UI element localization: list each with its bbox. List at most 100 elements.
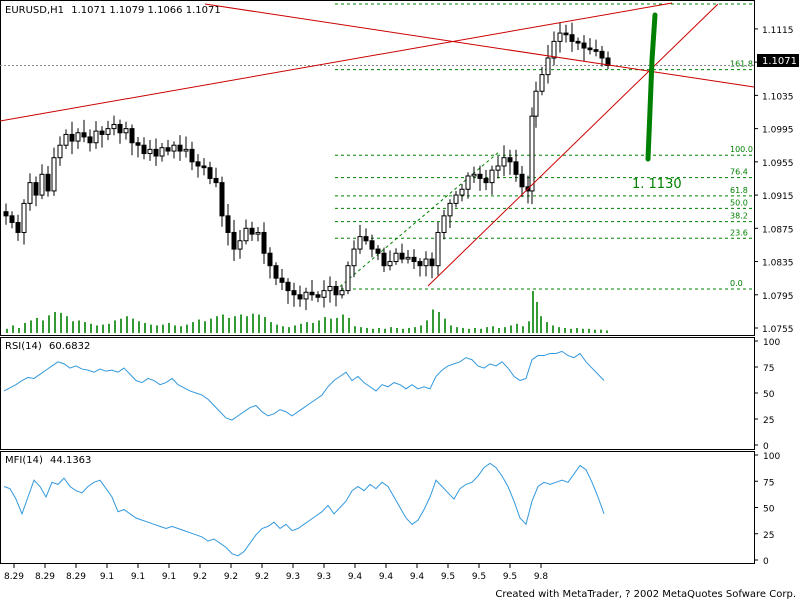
candle-body [495, 165, 501, 171]
candle-body [105, 128, 111, 135]
candle-body [249, 227, 255, 235]
candle-body [309, 291, 315, 296]
candle-body [405, 256, 411, 260]
candle-body [117, 123, 123, 134]
candle-body [333, 285, 339, 296]
candle-body [545, 57, 551, 76]
candle-body [237, 240, 243, 250]
time-tick-label: 9.5 [472, 572, 486, 582]
rsi-line [3, 350, 605, 421]
indicator-tick-label: 25 [763, 416, 774, 426]
candle-body [529, 115, 535, 192]
annotation-marker[interactable] [645, 12, 658, 162]
trendline-support [427, 3, 719, 287]
fibo-level-label: 38.2 [730, 212, 748, 221]
time-tick-label: 8.29 [4, 572, 24, 582]
rsi-pane[interactable] [0, 337, 755, 450]
main-pane[interactable] [0, 0, 755, 336]
candle-body [219, 182, 225, 217]
indicator-tick-label: 100 [763, 452, 780, 462]
candle-body [177, 144, 183, 152]
candle-body [563, 32, 569, 36]
time-tick-label: 9.1 [131, 572, 145, 582]
candle-body [387, 261, 393, 267]
fibonacci-retracement[interactable]: 161.8 100.0 76.4 61.8 50.0 38.2 23.6 0.0 [0, 3, 754, 290]
indicator-tick-label: 0 [763, 557, 769, 567]
candle-body [327, 285, 333, 292]
candle-body [411, 256, 417, 263]
candle-body [279, 277, 285, 283]
candle-body [399, 252, 405, 260]
candle-body [581, 42, 587, 49]
time-tick-label: 9.5 [441, 572, 455, 582]
price-axis: 1.11151.10751.10351.09951.09551.09151.08… [754, 26, 794, 567]
candle-body [201, 165, 207, 169]
candle-body [519, 173, 525, 188]
last-price-label: 1.1071 [762, 56, 797, 67]
indicator-tick-label: 50 [763, 390, 775, 400]
candle-body [195, 161, 201, 167]
indicator-tick-label: 50 [763, 505, 775, 515]
candle-body [27, 182, 33, 204]
mfi-pane[interactable] [0, 451, 755, 564]
trendline-rising [0, 2, 673, 122]
candle-body [57, 144, 63, 159]
candle-body [423, 258, 429, 267]
candle-body [465, 175, 471, 190]
fibo-level-label: 76.4 [730, 168, 748, 177]
marker-stroke [645, 12, 658, 162]
time-tick-label: 8.29 [66, 572, 86, 582]
candle-body [393, 252, 399, 263]
candle-body [483, 177, 489, 184]
candle-body [15, 221, 21, 233]
candle-body [575, 40, 581, 44]
time-tick-label: 9.2 [224, 572, 238, 582]
time-tick-label: 9.1 [100, 572, 114, 582]
fibo-level-label: 100.0 [730, 145, 753, 154]
candle-body [539, 74, 545, 92]
volume-bars [6, 291, 608, 333]
candle-body [93, 130, 99, 144]
indicator-tick-label: 25 [763, 531, 774, 541]
candle-body [417, 261, 423, 267]
candle-body [225, 215, 231, 233]
time-tick-label: 9.5 [503, 572, 517, 582]
fibo-level-label: 23.6 [730, 228, 748, 237]
fibo-trend-line [339, 150, 501, 287]
marker-annotation-text: 1. 1130 [632, 177, 682, 192]
candle-body [303, 291, 309, 300]
candle-body [285, 281, 291, 292]
candle-body [159, 147, 165, 157]
candle-body [351, 248, 357, 267]
candle-body [243, 227, 249, 242]
candle-body [183, 148, 189, 152]
candlestick-series [3, 22, 611, 311]
mfi-line [3, 462, 605, 557]
rsi-series [3, 350, 605, 421]
candle-body [435, 231, 441, 267]
trendlines[interactable] [0, 2, 755, 287]
candle-body [213, 177, 219, 184]
time-tick-label: 9.2 [193, 572, 207, 582]
candle-body [369, 240, 375, 250]
candle-body [153, 148, 159, 157]
time-tick-label: 9.4 [410, 572, 425, 582]
candle-body [267, 252, 273, 267]
candle-body [87, 136, 93, 144]
candle-body [231, 231, 237, 250]
candle-body [291, 290, 297, 296]
time-tick-label: 9.4 [379, 572, 394, 582]
mfi-pane-title: MFI(14) 44.1363 [5, 455, 91, 466]
price-tick-label: 1.0875 [762, 225, 794, 235]
indicator-tick-label: 75 [763, 364, 774, 374]
candle-body [429, 258, 435, 267]
candle-body [477, 173, 483, 179]
candle-body [21, 202, 27, 233]
candle-body [357, 236, 363, 250]
time-tick-label: 8.29 [35, 572, 55, 582]
price-tick-label: 1.0795 [762, 292, 794, 302]
candle-body [587, 47, 593, 51]
time-tick-label: 9.2 [255, 572, 269, 582]
candle-body [33, 182, 39, 196]
